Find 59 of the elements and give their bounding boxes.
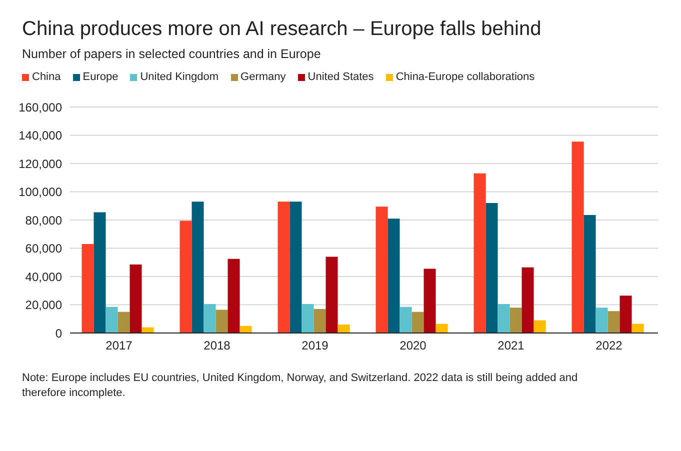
bar (130, 264, 142, 333)
bar (290, 202, 302, 333)
bar (216, 310, 228, 333)
bar (620, 296, 632, 333)
bar (474, 173, 486, 333)
bar (498, 304, 510, 333)
bar (424, 268, 436, 333)
y-tick-label: 160,000 (18, 100, 62, 114)
text: Note: Europe includes EU countries, United Kingdom, Norway, and Switzerland. 2022 data is still being added and therefore incomplete. (22, 371, 579, 401)
bar (326, 256, 338, 333)
bar (302, 304, 314, 333)
bar (94, 212, 106, 333)
bar (240, 326, 252, 333)
legend-label: China (32, 71, 61, 83)
legend-label: Germany (240, 71, 286, 83)
bar (278, 202, 290, 333)
x-tick-label: 2018 (204, 338, 231, 353)
bar (388, 218, 400, 333)
bar (534, 320, 546, 333)
bar (118, 312, 130, 333)
x-tick-label: 2020 (400, 338, 427, 353)
y-tick-label: 120,000 (18, 156, 62, 171)
y-tick-label: 20,000 (25, 298, 62, 312)
legend-label: China-Europe collaborations (396, 71, 535, 83)
legend-label: United States (308, 71, 374, 83)
bar (522, 267, 534, 333)
bar (608, 311, 620, 333)
bar (338, 324, 350, 333)
y-tick-label: 140,000 (18, 128, 62, 143)
chart-subtitle: Number of papers in selected countries and in Europe (22, 47, 322, 61)
bar (180, 220, 192, 333)
x-tick-label: 2017 (106, 338, 133, 353)
bar (204, 304, 216, 333)
legend-label: United Kingdom (140, 71, 219, 83)
x-tick-label: 2019 (302, 338, 329, 353)
bar (584, 215, 596, 333)
bar (572, 142, 584, 333)
bar (436, 324, 448, 333)
legend-label: Europe (82, 71, 118, 83)
y-tick-label: 80,000 (25, 213, 62, 228)
bar (486, 203, 498, 333)
bar (400, 306, 412, 333)
bar (632, 324, 644, 333)
y-tick-label: 100,000 (18, 185, 62, 200)
x-tick-label: 2022 (596, 338, 623, 353)
chart-title: China produces more on AI research – Europe falls behind (22, 18, 542, 41)
bar (228, 258, 240, 333)
bar (596, 308, 608, 333)
bar (192, 202, 204, 333)
bar (412, 312, 424, 333)
bar (106, 306, 118, 333)
bar (314, 308, 326, 333)
bar (82, 244, 94, 333)
bar (510, 308, 522, 333)
y-tick-label: 60,000 (25, 242, 62, 256)
x-tick-label: 2021 (498, 338, 525, 353)
y-tick-label: 0 (55, 326, 62, 340)
y-tick-label: 40,000 (25, 270, 62, 284)
bar (376, 206, 388, 333)
